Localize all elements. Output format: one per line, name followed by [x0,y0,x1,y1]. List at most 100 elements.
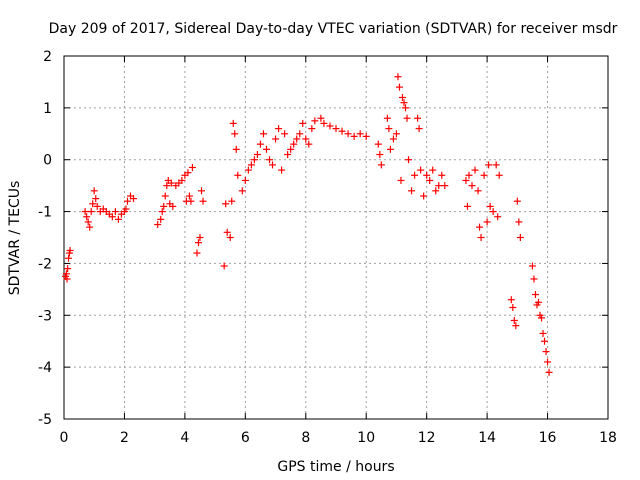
data-point [350,132,358,140]
y-axis: -5 -4 -3 -2 -1 0 1 2 [38,49,608,428]
data-point [385,125,393,133]
data-point [402,104,410,112]
y-tick-label: 0 [43,153,52,169]
data-point [544,358,552,366]
data-point [545,368,553,376]
data-point [275,125,283,133]
data-point [320,119,328,127]
data-point [122,205,130,213]
data-point [513,197,521,205]
data-point [296,130,304,138]
data-point [163,182,171,190]
data-point [534,298,542,306]
data-point [530,275,538,283]
data-point [83,213,91,221]
data-point [417,166,425,174]
data-point [332,125,340,133]
data-point [507,296,515,304]
data-point [308,125,316,133]
grid [64,56,608,419]
data-point [489,208,497,216]
data-point [262,145,270,153]
data-point [84,218,92,226]
data-point [86,223,94,231]
data-point [287,145,295,153]
data-point [432,187,440,195]
data-point [90,187,98,195]
x-tick-label: 2 [120,430,129,446]
data-series [62,73,553,376]
x-tick-label: 16 [539,430,557,446]
x-tick-label: 14 [478,430,496,446]
data-point [539,329,547,337]
data-point [374,140,382,148]
data-point [158,208,166,216]
data-point [492,161,500,169]
data-point [281,130,289,138]
data-point [474,187,482,195]
data-point [114,215,122,223]
data-point [66,246,74,254]
y-tick-label: -3 [38,308,52,324]
data-point [494,213,502,221]
y-tick-label: 2 [43,49,52,65]
data-point [269,161,277,169]
data-point [293,135,301,143]
data-point [465,171,473,179]
data-point [538,314,546,322]
data-point [184,169,192,177]
data-point [394,73,402,81]
data-point [256,140,264,148]
data-point [383,114,391,122]
data-point [229,119,237,127]
x-tick-label: 0 [60,430,69,446]
data-point [338,127,346,135]
data-point [250,156,258,164]
data-point [377,161,385,169]
y-tick-label: -4 [38,360,52,376]
data-point [403,114,411,122]
data-point [65,254,73,262]
data-point [284,151,292,159]
data-point [326,122,334,130]
data-point [193,249,201,257]
data-point [62,270,70,278]
y-axis-label: SDTVAR / TECUs [7,181,23,296]
y-tick-label: -1 [38,205,52,221]
data-point [405,156,413,164]
data-point [362,132,370,140]
data-point [509,304,517,312]
data-point [400,99,408,107]
data-point [234,171,242,179]
data-point [411,171,419,179]
data-point [311,117,319,125]
data-point [111,208,119,216]
data-point [238,187,246,195]
y-tick-label: -2 [38,256,52,272]
plot-frame [63,55,609,420]
data-point [423,171,431,179]
data-point [196,234,204,241]
data-point [87,208,95,216]
data-point [317,114,325,122]
data-point [108,213,116,221]
data-point [408,187,416,195]
data-point [516,234,524,241]
data-point [169,202,177,210]
data-point [512,322,520,330]
data-point [398,93,406,101]
data-point [259,130,267,138]
x-tick-label: 4 [180,430,189,446]
data-point [485,161,493,169]
data-point [462,176,470,184]
data-point [194,239,202,247]
data-point [426,176,434,184]
data-point [541,337,549,345]
data-point [247,161,255,169]
data-point [167,179,175,187]
data-point [480,171,488,179]
data-point [278,166,286,174]
data-point [244,166,252,174]
data-point [123,197,131,205]
